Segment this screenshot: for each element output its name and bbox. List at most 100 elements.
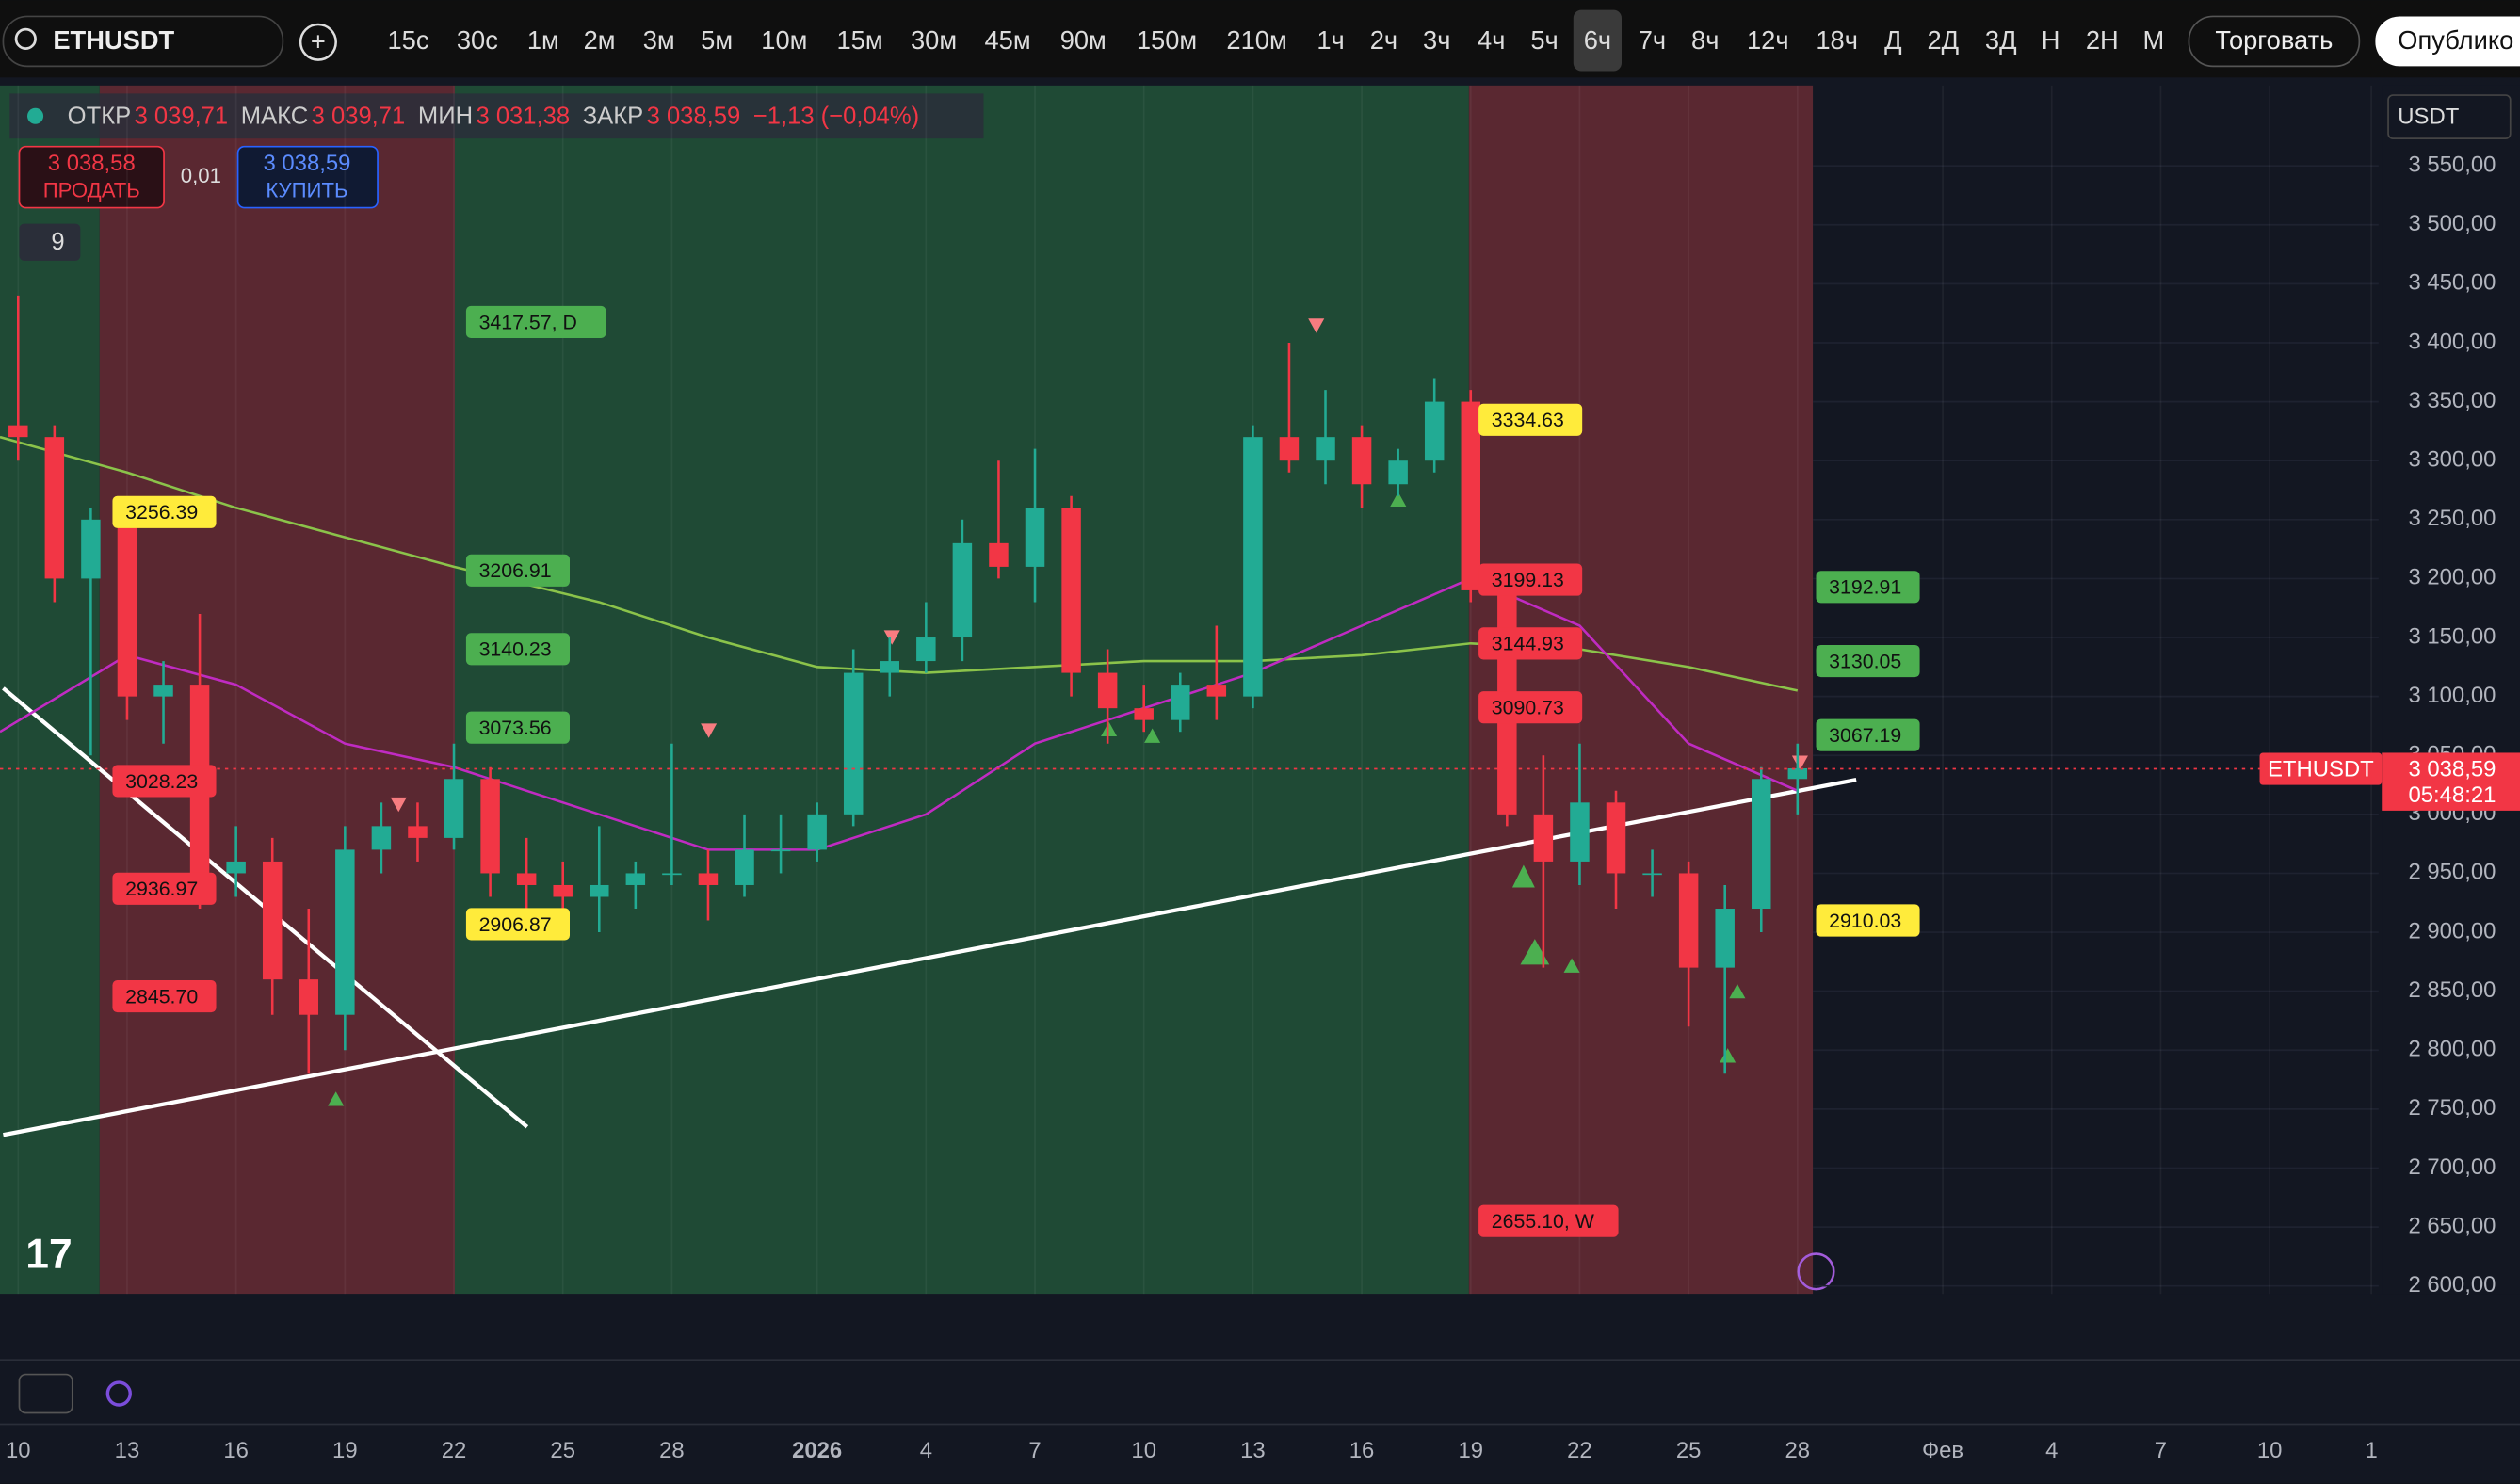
interval[interactable]: 210м <box>1226 25 1286 55</box>
x-tick-label: 7 <box>2155 1438 2167 1463</box>
publish-label[interactable]: Опублико <box>2398 25 2513 55</box>
session-red <box>1468 85 1814 1295</box>
interval[interactable]: 8ч <box>1691 25 1719 55</box>
x-tick-label: 13 <box>1240 1438 1266 1463</box>
last-price: 3 038,59 <box>2408 757 2496 782</box>
x-tick-label: 16 <box>1349 1438 1375 1463</box>
interval[interactable]: 15с <box>387 25 428 55</box>
x-tick-label: 22 <box>442 1438 467 1463</box>
session-red <box>99 85 455 1295</box>
level-label: 3090.73 <box>1492 697 1564 719</box>
level-box <box>465 305 606 339</box>
legend-high-label: МАКС <box>241 104 308 130</box>
interval[interactable]: 1м <box>527 25 559 55</box>
interval[interactable]: 5ч <box>1530 25 1558 55</box>
interval[interactable]: 150м <box>1137 25 1197 55</box>
collapse-button[interactable] <box>18 1373 73 1414</box>
level-box <box>1478 1204 1619 1237</box>
level-box <box>112 495 217 528</box>
level-box <box>465 633 571 666</box>
interval[interactable]: 30с <box>457 25 498 55</box>
level-box <box>1478 563 1583 596</box>
x-tick-label: 10 <box>1131 1438 1156 1463</box>
x-tick-label: 1 <box>2365 1438 2377 1463</box>
buy-price[interactable]: 3 038,59 <box>263 151 350 176</box>
add-compare[interactable] <box>299 23 337 61</box>
interval[interactable]: 6ч <box>1584 25 1611 55</box>
currency[interactable]: USDT <box>2398 104 2459 129</box>
indicators-toggle[interactable] <box>19 223 81 261</box>
x-tick-label: 19 <box>1458 1438 1483 1463</box>
interval[interactable]: Д <box>1884 25 1902 55</box>
interval-active <box>1573 9 1622 72</box>
buy-button[interactable] <box>236 145 379 209</box>
y-tick-label: 3 300,00 <box>2408 447 2496 473</box>
last-price-box <box>2382 752 2520 811</box>
last-price-symbol-box <box>2259 752 2383 785</box>
interval[interactable]: 1ч <box>1317 25 1344 55</box>
interval[interactable]: 15м <box>836 25 882 55</box>
interval[interactable]: М <box>2143 25 2165 55</box>
level-box <box>465 711 571 744</box>
search-icon <box>14 27 37 50</box>
candle-body <box>299 979 319 1015</box>
trade-button[interactable] <box>2188 15 2361 68</box>
candle-body <box>226 861 246 874</box>
sync-icon[interactable] <box>105 1380 132 1407</box>
x-tick-label: 22 <box>1567 1438 1592 1463</box>
x-tick-label: 13 <box>115 1438 140 1463</box>
candle-body <box>262 861 283 980</box>
indicators-count[interactable]: 9 <box>51 229 64 255</box>
interval[interactable]: 10м <box>761 25 807 55</box>
sell-button[interactable] <box>18 145 165 209</box>
legend-close-label: ЗАКР <box>583 104 643 130</box>
level-label: 2910.03 <box>1829 910 1901 932</box>
symbol-search[interactable] <box>2 15 284 68</box>
symbol[interactable]: ETHUSDT <box>53 25 174 55</box>
interval[interactable]: 3м <box>643 25 675 55</box>
publish-button[interactable] <box>2375 16 2520 67</box>
interval[interactable]: 90м <box>1060 25 1107 55</box>
interval[interactable]: 2Н <box>2086 25 2119 55</box>
interval[interactable]: 30м <box>911 25 957 55</box>
interval[interactable]: 3ч <box>1423 25 1450 55</box>
alert-icon[interactable] <box>1797 1252 1835 1291</box>
level-label: 2845.70 <box>125 985 198 1008</box>
y-tick-label: 2 600,00 <box>2408 1272 2496 1298</box>
interval[interactable]: 2м <box>584 25 616 55</box>
x-tick-label: 7 <box>1028 1438 1041 1463</box>
candle-body <box>444 779 464 838</box>
interval[interactable]: 2Д <box>1927 25 1959 55</box>
interval[interactable]: 2ч <box>1370 25 1397 55</box>
currency-select[interactable] <box>2387 94 2512 140</box>
y-tick-label: 3 550,00 <box>2408 152 2496 177</box>
interval[interactable]: 45м <box>984 25 1030 55</box>
countdown: 05:48:21 <box>2408 782 2496 808</box>
candle-body <box>1424 401 1445 461</box>
interval[interactable]: 7ч <box>1639 25 1666 55</box>
buy-label[interactable]: КУПИТЬ <box>266 178 347 202</box>
sell-label[interactable]: ПРОДАТЬ <box>43 178 140 202</box>
x-tick-label: 10 <box>2257 1438 2283 1463</box>
y-tick-label: 2 700,00 <box>2408 1154 2496 1180</box>
level-box <box>1816 571 1920 604</box>
status-dot <box>27 107 44 124</box>
interval[interactable]: 12ч <box>1747 25 1789 55</box>
candle-body <box>1715 909 1735 968</box>
trade-label[interactable]: Торговать <box>2215 25 2333 55</box>
plot-area <box>0 85 1814 1295</box>
spread: 0,01 <box>181 164 221 187</box>
sell-price[interactable]: 3 038,58 <box>48 151 136 176</box>
x-tick-label: 4 <box>2045 1438 2058 1463</box>
interval[interactable]: 4ч <box>1478 25 1505 55</box>
interval[interactable]: Н <box>2042 25 2060 55</box>
level-box <box>1478 627 1583 660</box>
level-box <box>1816 644 1920 678</box>
x-tick-label: 10 <box>6 1438 31 1463</box>
interval[interactable]: 3Д <box>1985 25 2017 55</box>
interval[interactable]: 18ч <box>1816 25 1858 55</box>
interval[interactable]: 5м <box>701 25 733 55</box>
legend-open: 3 039,71 <box>135 104 229 130</box>
level-box <box>1478 403 1583 436</box>
session-green <box>0 85 100 1295</box>
